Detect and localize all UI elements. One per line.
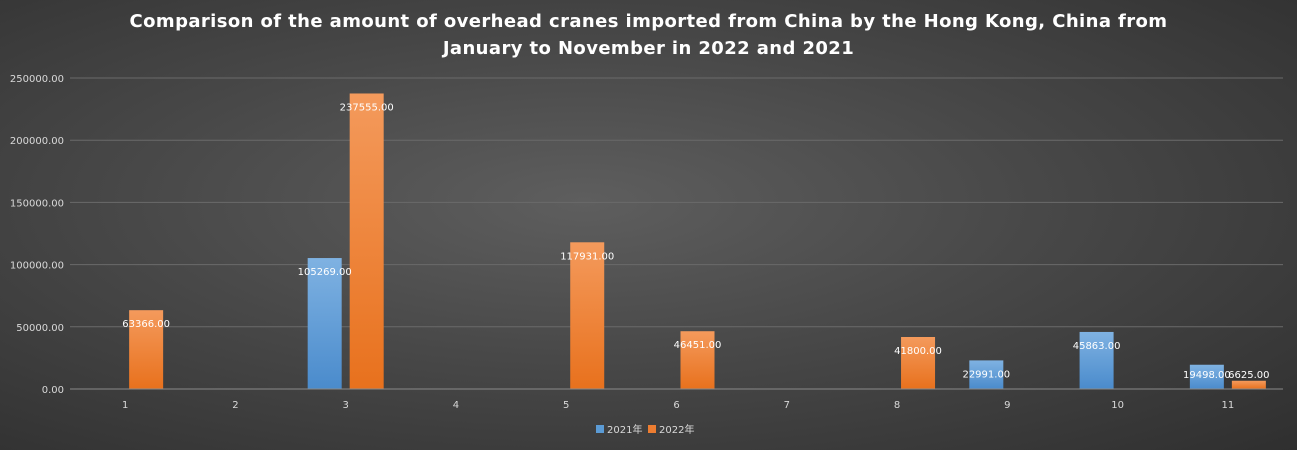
x-tick-label: 8	[894, 400, 900, 411]
legend: 2021年 2022年	[596, 423, 694, 436]
bar-2021	[1079, 331, 1114, 389]
bar-2022	[901, 337, 936, 389]
x-tick-label: 10	[1111, 400, 1124, 411]
y-tick-label: 150000.00	[10, 198, 64, 209]
data-label: 6625.00	[1228, 370, 1269, 381]
x-tick-label: 6	[673, 400, 679, 411]
bar-2022	[680, 331, 715, 389]
data-labels: 63366.00 105269.00 237555.00 117931.00 46451…	[122, 102, 1269, 381]
y-tick-label: 50000.00	[16, 323, 64, 334]
y-tick-label: 100000.00	[10, 261, 64, 272]
data-label: 117931.00	[560, 251, 614, 262]
y-tick-label: 200000.00	[10, 136, 64, 147]
bar-2021	[307, 258, 342, 389]
bar-2021	[969, 360, 1004, 389]
data-label: 22991.00	[962, 369, 1010, 380]
chart-title-line-2: January to November in 2022 and 2021	[442, 38, 855, 59]
x-tick-label: 5	[563, 400, 569, 411]
legend-label: 2021年	[607, 423, 642, 436]
legend-swatch	[648, 425, 656, 433]
chart-title-line-1: Comparison of the amount of overhead cra…	[129, 11, 1168, 32]
x-tick-label: 4	[453, 400, 459, 411]
bar-2022	[349, 93, 384, 390]
bar-2022	[129, 310, 164, 389]
bar-2021	[1189, 364, 1224, 389]
x-tick-label: 7	[784, 400, 790, 411]
data-label: 19498.00	[1183, 370, 1231, 381]
data-label: 45863.00	[1073, 341, 1121, 352]
x-tick-label: 2	[232, 400, 238, 411]
x-tick-label: 11	[1221, 400, 1234, 411]
x-axis-ticks: 1 2 3 4 5 6 7 8 9 10 11	[122, 400, 1234, 411]
x-tick-label: 3	[342, 400, 348, 411]
bar-2022	[1231, 380, 1266, 389]
x-tick-label: 9	[1004, 400, 1010, 411]
data-label: 41800.00	[894, 346, 942, 357]
chart-title: Comparison of the amount of overhead cra…	[0, 8, 1297, 62]
data-label: 46451.00	[674, 340, 722, 351]
data-label: 105269.00	[298, 267, 352, 278]
gridlines	[70, 77, 1283, 328]
bar-2022	[570, 242, 605, 389]
y-tick-label: 0.00	[42, 385, 64, 396]
x-tick-label: 1	[122, 400, 128, 411]
legend-label: 2022年	[659, 423, 694, 436]
legend-swatch	[596, 425, 604, 433]
y-tick-label: 250000.00	[10, 74, 64, 85]
bars	[129, 93, 1266, 390]
data-label: 63366.00	[122, 319, 170, 330]
data-label: 237555.00	[340, 102, 394, 113]
y-axis-ticks: 0.00 50000.00 100000.00 150000.00 200000.00 2…	[10, 74, 64, 396]
